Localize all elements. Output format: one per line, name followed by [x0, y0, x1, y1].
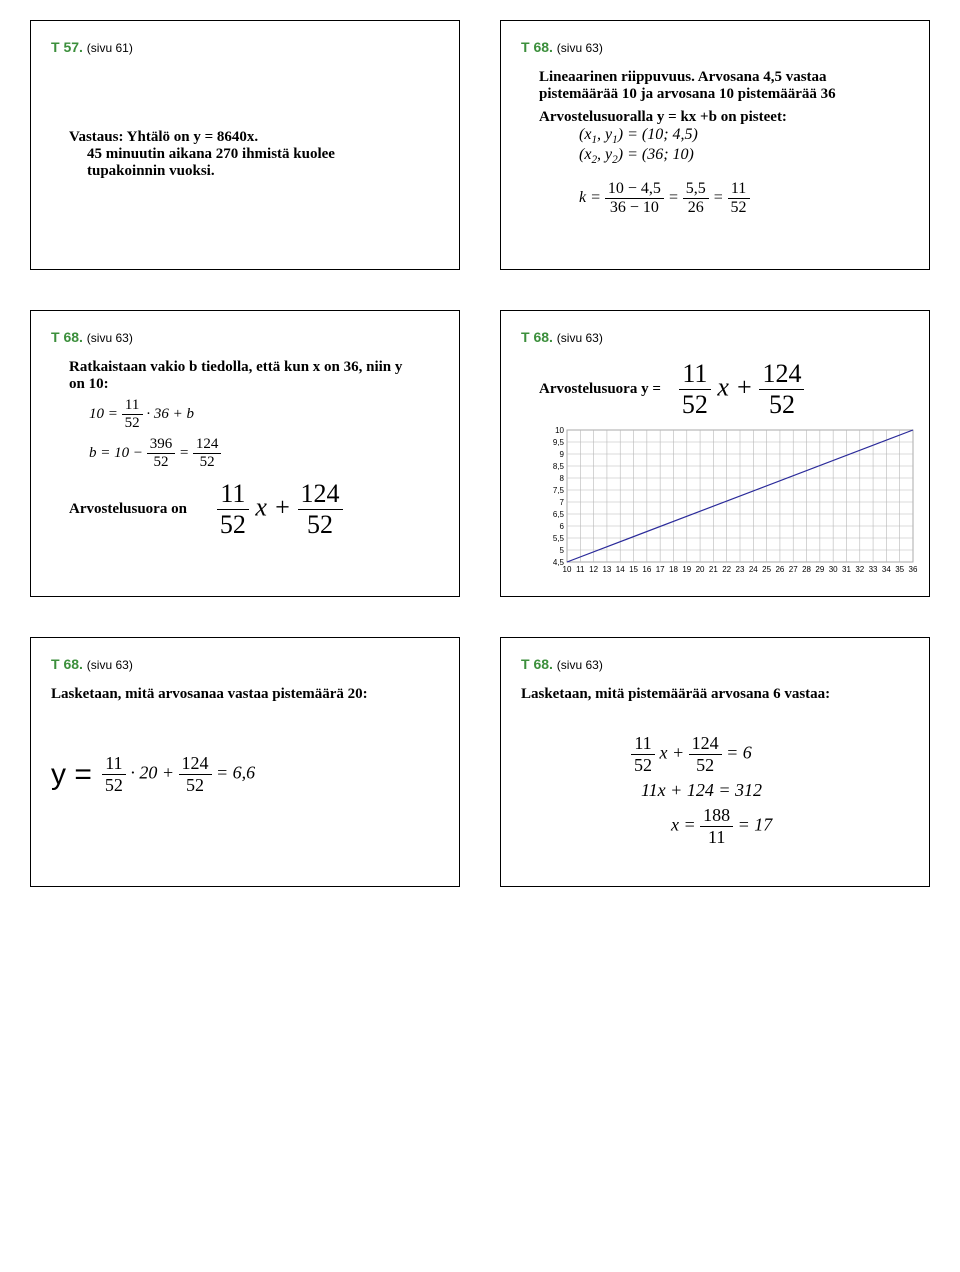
- intro-text: Lineaarinen riippuvuus. Arvosana 4,5 vas…: [539, 69, 869, 103]
- calc-text: Lasketaan, mitä arvosanaa vastaa pistemä…: [51, 686, 439, 703]
- svg-text:33: 33: [869, 565, 878, 574]
- y-calc: 1152 · 20 + 12452 = 6,6: [102, 753, 255, 796]
- panel-header: T 57. (sivu 61): [51, 39, 439, 55]
- point-1: (x1, y1) = (10; 4,5): [579, 126, 909, 146]
- svg-text:9: 9: [560, 450, 565, 459]
- panel-header: T 68. (sivu 63): [51, 329, 439, 345]
- eq-1: 10 = 1152 · 36 + b: [69, 397, 439, 432]
- svg-text:5: 5: [560, 546, 565, 555]
- k-equation: k = 10 − 4,536 − 10 = 5,526 = 1152: [539, 180, 909, 217]
- svg-text:29: 29: [815, 565, 824, 574]
- svg-text:36: 36: [909, 565, 918, 574]
- panel-t68-a: T 68. (sivu 63) Lineaarinen riippuvuus. …: [500, 20, 930, 270]
- svg-text:13: 13: [602, 565, 611, 574]
- answer-line-2: 45 minuutin aikana 270 ihmistä kuolee tu…: [69, 146, 369, 180]
- chart-label: Arvostelusuora y =: [539, 381, 661, 398]
- panel-content: Lasketaan, mitä pistemäärää arvosana 6 v…: [521, 686, 909, 848]
- svg-text:16: 16: [642, 565, 651, 574]
- svg-text:26: 26: [775, 565, 784, 574]
- svg-text:18: 18: [669, 565, 678, 574]
- svg-text:30: 30: [829, 565, 838, 574]
- page-ref: (sivu 63): [557, 658, 603, 672]
- task-number: T 68.: [51, 329, 83, 345]
- answer-line-1: Vastaus: Yhtälö on y = 8640x.: [69, 129, 439, 146]
- svg-text:11: 11: [576, 565, 585, 574]
- svg-text:21: 21: [709, 565, 718, 574]
- line-label: Arvostelusuora on: [69, 501, 187, 518]
- svg-text:24: 24: [749, 565, 758, 574]
- svg-text:19: 19: [682, 565, 691, 574]
- panel-header: T 68. (sivu 63): [521, 656, 909, 672]
- eq-2: 11x + 124 = 312: [521, 780, 909, 801]
- svg-text:17: 17: [656, 565, 665, 574]
- svg-text:20: 20: [696, 565, 705, 574]
- panel-content: Arvostelusuora y = 1152 x + 12452 4,555,…: [521, 359, 909, 576]
- svg-text:27: 27: [789, 565, 798, 574]
- svg-text:5,5: 5,5: [553, 534, 565, 543]
- svg-text:35: 35: [895, 565, 904, 574]
- page-ref: (sivu 63): [87, 658, 133, 672]
- svg-text:10: 10: [555, 426, 564, 435]
- svg-text:12: 12: [589, 565, 598, 574]
- svg-text:23: 23: [736, 565, 745, 574]
- page-ref: (sivu 61): [87, 41, 133, 55]
- svg-text:8: 8: [560, 474, 565, 483]
- task-number: T 68.: [51, 656, 83, 672]
- svg-text:6: 6: [560, 522, 565, 531]
- panel-content: Lasketaan, mitä arvosanaa vastaa pistemä…: [51, 686, 439, 796]
- svg-text:7,5: 7,5: [553, 486, 565, 495]
- panel-t68-c: T 68. (sivu 63) Arvostelusuora y = 1152 …: [500, 310, 930, 597]
- task-number: T 68.: [521, 329, 553, 345]
- panel-t57: T 57. (sivu 61) Vastaus: Yhtälö on y = 8…: [30, 20, 460, 270]
- panel-header: T 68. (sivu 63): [521, 39, 909, 55]
- svg-text:10: 10: [563, 565, 572, 574]
- eq-1: 1152 x + 12452 = 6: [521, 733, 909, 776]
- chart-equation: 1152 x + 12452: [679, 359, 805, 420]
- y-equals: y =: [51, 758, 92, 792]
- svg-text:9,5: 9,5: [553, 438, 565, 447]
- panel-header: T 68. (sivu 63): [51, 656, 439, 672]
- svg-text:7: 7: [560, 498, 565, 507]
- line-equation: 1152 x + 12452: [217, 479, 343, 540]
- svg-text:32: 32: [855, 565, 864, 574]
- task-number: T 57.: [51, 39, 83, 55]
- page-ref: (sivu 63): [557, 41, 603, 55]
- svg-text:25: 25: [762, 565, 771, 574]
- calc-text: Lasketaan, mitä pistemäärää arvosana 6 v…: [521, 686, 909, 703]
- panel-content: Vastaus: Yhtälö on y = 8640x. 45 minuuti…: [51, 69, 439, 180]
- panel-content: Lineaarinen riippuvuus. Arvosana 4,5 vas…: [521, 69, 909, 217]
- panel-t68-e: T 68. (sivu 63) Lasketaan, mitä pistemää…: [500, 637, 930, 887]
- eq-3: x = 18811 = 17: [521, 805, 909, 848]
- svg-text:31: 31: [842, 565, 851, 574]
- svg-text:14: 14: [616, 565, 625, 574]
- svg-text:28: 28: [802, 565, 811, 574]
- chart-svg: 4,555,566,577,588,599,510101112131415161…: [539, 426, 919, 576]
- svg-text:15: 15: [629, 565, 638, 574]
- panel-t68-b: T 68. (sivu 63) Ratkaistaan vakio b tied…: [30, 310, 460, 597]
- page-ref: (sivu 63): [87, 331, 133, 345]
- task-number: T 68.: [521, 39, 553, 55]
- svg-text:22: 22: [722, 565, 731, 574]
- panel-t68-d: T 68. (sivu 63) Lasketaan, mitä arvosana…: [30, 637, 460, 887]
- line-chart: 4,555,566,577,588,599,510101112131415161…: [539, 426, 909, 576]
- panel-content: Ratkaistaan vakio b tiedolla, että kun x…: [51, 359, 439, 540]
- panel-header: T 68. (sivu 63): [521, 329, 909, 345]
- point-2: (x2, y2) = (36; 10): [579, 146, 909, 166]
- page-ref: (sivu 63): [557, 331, 603, 345]
- eq-2: b = 10 − 39652 = 12452: [69, 436, 439, 471]
- svg-text:8,5: 8,5: [553, 462, 565, 471]
- task-number: T 68.: [521, 656, 553, 672]
- svg-text:34: 34: [882, 565, 891, 574]
- solve-b-text: Ratkaistaan vakio b tiedolla, että kun x…: [69, 359, 409, 393]
- svg-text:6,5: 6,5: [553, 510, 565, 519]
- points-intro: Arvostelusuoralla y = kx +b on pisteet:: [539, 109, 909, 126]
